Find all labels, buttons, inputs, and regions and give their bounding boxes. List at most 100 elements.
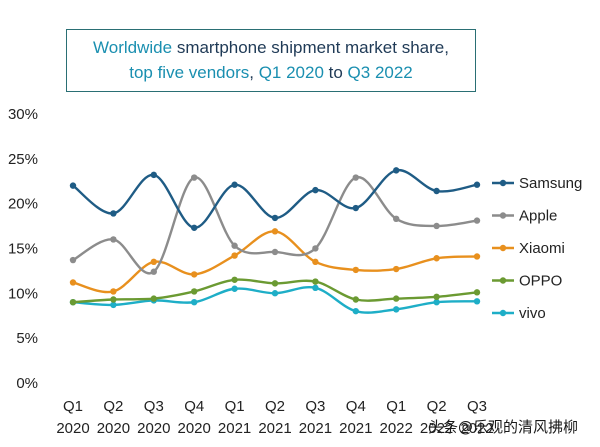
x-tick-label-year: 2021 xyxy=(218,420,251,437)
data-point-samsung xyxy=(231,181,238,188)
x-tick-label-quarter: Q1 xyxy=(63,398,83,415)
data-point-vivo xyxy=(191,298,198,306)
data-point-oppo xyxy=(473,289,481,296)
title-vendors: top five vendors xyxy=(129,63,250,82)
data-point-vivo xyxy=(231,285,238,292)
legend-item-oppo: OPPO xyxy=(492,273,562,290)
x-tick-label-quarter: Q2 xyxy=(265,398,285,415)
data-point-oppo xyxy=(433,293,440,301)
y-tick-label: 25% xyxy=(8,151,38,168)
data-point-samsung xyxy=(352,204,359,212)
y-tick-label: 10% xyxy=(8,285,38,302)
data-point-samsung xyxy=(69,182,77,189)
x-tick-label-year: 2020 xyxy=(56,420,89,437)
title-comma-2: , xyxy=(249,63,259,82)
x-tick-label-quarter: Q3 xyxy=(144,398,164,415)
legend: Samsung Apple Xiaomi OPPO vivo xyxy=(492,175,582,322)
data-point-apple xyxy=(393,215,400,223)
title-subject: smartphone shipment market share xyxy=(176,38,445,57)
series-apple xyxy=(69,174,481,275)
data-point-xiaomi xyxy=(231,252,238,259)
data-point-xiaomi xyxy=(191,271,198,278)
data-point-apple xyxy=(150,268,157,275)
data-point-vivo xyxy=(110,301,117,309)
data-point-xiaomi xyxy=(271,228,279,235)
legend-label: Samsung xyxy=(519,175,582,192)
x-tick-label-quarter: Q4 xyxy=(346,398,366,415)
chart-title-line-1: Worldwide smartphone shipment market sha… xyxy=(67,35,475,60)
data-point-apple xyxy=(231,242,238,249)
x-tick-label-year: 2020 xyxy=(137,420,170,437)
series-layer xyxy=(69,167,481,315)
data-point-apple xyxy=(191,174,198,181)
data-point-vivo xyxy=(271,290,279,297)
y-tick-label: 30% xyxy=(8,106,38,123)
x-tick-label-year: 2021 xyxy=(258,420,291,437)
data-point-apple xyxy=(312,245,319,252)
x-axis: Q1 2020 Q2 2020 Q3 2020 Q4 2020 Q1 2021 Q2 2021 Q3 20… xyxy=(56,398,493,437)
data-point-oppo xyxy=(393,295,400,302)
x-tick-label-quarter: Q4 xyxy=(184,398,204,415)
data-point-oppo xyxy=(191,288,198,295)
series-oppo xyxy=(69,276,481,306)
data-point-oppo xyxy=(271,280,279,287)
legend-label: vivo xyxy=(519,305,546,322)
data-point-samsung xyxy=(110,210,117,217)
x-tick-label-year: 2022 xyxy=(460,420,493,437)
y-tick-label: 20% xyxy=(8,196,38,213)
legend-marker xyxy=(499,244,507,252)
chart-title-box: Worldwide smartphone shipment market sha… xyxy=(66,29,476,92)
data-point-xiaomi xyxy=(110,288,117,295)
legend-item-samsung: Samsung xyxy=(492,175,582,192)
data-point-samsung xyxy=(433,187,440,195)
x-tick-label-quarter: Q3 xyxy=(467,398,487,415)
x-tick-label-year: 2022 xyxy=(380,420,413,437)
data-point-xiaomi xyxy=(393,265,400,273)
data-point-apple xyxy=(352,174,359,181)
legend-marker xyxy=(499,277,507,284)
data-point-oppo xyxy=(150,295,157,302)
data-point-xiaomi xyxy=(433,255,440,262)
data-point-xiaomi xyxy=(69,279,77,286)
title-end: Q3 2022 xyxy=(347,63,413,82)
data-point-samsung xyxy=(473,181,481,188)
legend-label: Xiaomi xyxy=(519,240,565,257)
legend-label: Apple xyxy=(519,208,557,225)
data-point-apple xyxy=(110,236,117,243)
x-tick-label-quarter: Q3 xyxy=(305,398,325,415)
data-point-vivo xyxy=(473,298,481,305)
title-comma: , xyxy=(444,38,449,57)
data-point-samsung xyxy=(150,171,157,179)
legend-item-vivo: vivo xyxy=(492,305,546,322)
data-point-xiaomi xyxy=(473,253,481,260)
data-point-oppo xyxy=(312,278,319,285)
legend-marker xyxy=(499,179,507,187)
watermark-text: 头条@乐观的清风拂柳 xyxy=(428,418,579,436)
title-to: to xyxy=(323,63,348,82)
data-point-samsung xyxy=(312,186,319,194)
data-point-apple xyxy=(473,217,481,224)
x-tick-label-quarter: Q2 xyxy=(103,398,123,415)
x-tick-label-year: 2021 xyxy=(299,420,332,437)
data-point-oppo xyxy=(110,296,117,303)
legend-item-xiaomi: Xiaomi xyxy=(492,240,565,257)
data-point-samsung xyxy=(271,214,279,222)
x-tick-label-year: 2020 xyxy=(97,420,130,437)
x-tick-label-quarter: Q1 xyxy=(386,398,406,415)
x-tick-label-year: 2022 xyxy=(420,420,453,437)
data-point-vivo xyxy=(433,298,440,306)
data-point-xiaomi xyxy=(352,266,359,274)
data-point-vivo xyxy=(352,307,359,315)
data-point-oppo xyxy=(231,276,238,283)
x-tick-label-quarter: Q2 xyxy=(427,398,447,415)
legend-label: OPPO xyxy=(519,273,562,290)
data-point-apple xyxy=(271,248,279,256)
y-tick-label: 0% xyxy=(16,375,38,392)
title-worldwide: Worldwide xyxy=(93,38,177,57)
data-point-samsung xyxy=(393,167,400,174)
legend-item-apple: Apple xyxy=(492,208,557,225)
data-point-vivo xyxy=(312,284,319,292)
x-tick-label-year: 2021 xyxy=(339,420,372,437)
series-samsung xyxy=(69,167,481,231)
